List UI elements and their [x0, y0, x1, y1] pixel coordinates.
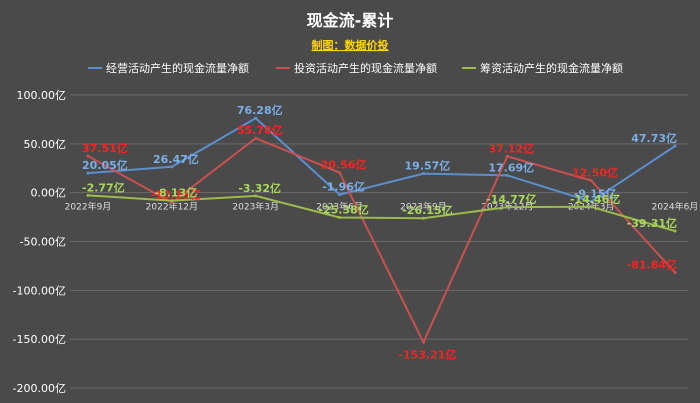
data-label: -39.31亿	[627, 216, 677, 230]
y-tick-label: 0.00亿	[31, 187, 67, 200]
data-point	[86, 171, 90, 175]
data-point	[338, 215, 342, 219]
data-label: 26.47亿	[153, 152, 199, 166]
data-point	[170, 165, 174, 169]
x-tick-label: 2023年3月	[232, 201, 279, 213]
legend: 经营活动产生的现金流量净额 投资活动产生的现金流量净额 筹资活动产生的现金流量净额	[88, 61, 623, 75]
data-label: -2.77亿	[82, 180, 125, 194]
data-point	[170, 199, 174, 203]
data-point	[673, 144, 677, 148]
data-labels: 20.05亿 26.47亿 76.28亿 -1.96亿 19.57亿 17.69亿 -9.1…	[82, 103, 677, 361]
data-label: 37.51亿	[82, 141, 128, 155]
x-tick-label: 2024年6月	[652, 201, 699, 213]
data-label: 20.05亿	[82, 158, 128, 172]
legend-entry: 经营活动产生的现金流量净额	[106, 61, 249, 75]
data-point	[254, 194, 258, 198]
data-label: -1.96亿	[322, 180, 365, 194]
data-point	[505, 154, 509, 158]
chart-title: 现金流-累计	[307, 11, 394, 30]
series-line-1	[87, 137, 676, 344]
data-label: 17.69亿	[488, 160, 534, 174]
data-label: -8.13亿	[154, 186, 197, 200]
data-point	[254, 116, 258, 120]
data-label: -9.15亿	[574, 187, 617, 201]
legend-entry: 筹资活动产生的现金流量净额	[480, 61, 623, 75]
data-point	[86, 154, 90, 158]
x-axis: 2022年9月2022年12月2023年3月2023年6月2023年9月2023…	[65, 201, 699, 213]
data-point	[673, 271, 677, 275]
data-point	[673, 229, 677, 233]
data-point	[86, 193, 90, 197]
data-label: 76.28亿	[237, 103, 283, 117]
data-point	[589, 205, 593, 209]
x-tick-label: 2022年12月	[146, 201, 198, 213]
data-label: -26.15亿	[402, 203, 452, 217]
data-label: -3.32亿	[238, 181, 281, 195]
data-label: 55.78亿	[237, 123, 283, 137]
x-tick-label: 2023年9月	[400, 201, 447, 213]
data-point	[589, 200, 593, 204]
x-tick-label: 2023年6月	[316, 201, 363, 213]
data-label: 47.73亿	[631, 131, 677, 145]
chart-subtitle: 制图：数据价投	[312, 38, 389, 52]
data-point	[505, 173, 509, 177]
data-point	[505, 205, 509, 209]
y-tick-label: -50.00亿	[20, 236, 66, 249]
data-point	[421, 172, 425, 176]
data-label: -153.21亿	[398, 347, 456, 361]
series-line-2	[87, 194, 676, 233]
data-point	[338, 193, 342, 197]
data-label: -14.46亿	[570, 192, 620, 206]
data-label: 37.12亿	[488, 141, 534, 155]
data-label: -14.77亿	[486, 192, 536, 206]
data-point	[338, 171, 342, 175]
data-label: -25.38亿	[318, 202, 368, 216]
series-group	[86, 116, 677, 344]
y-tick-label: 100.00亿	[17, 89, 67, 102]
data-label: 12.50亿	[572, 165, 618, 179]
y-tick-label: 50.00亿	[24, 138, 67, 151]
data-point	[421, 340, 425, 344]
data-point	[589, 178, 593, 182]
legend-entry: 投资活动产生的现金流量净额	[294, 61, 437, 75]
data-label: -10.13亿	[151, 188, 201, 202]
y-tick-label: -100.00亿	[13, 284, 66, 297]
grid	[70, 94, 688, 389]
data-label: 19.57亿	[405, 159, 451, 173]
y-tick-label: -150.00亿	[13, 333, 66, 346]
series-line-0	[87, 117, 676, 203]
y-axis: 100.00亿 50.00亿 0.00亿 -50.00亿 -100.00亿 -150.00…	[13, 89, 66, 395]
data-point	[421, 216, 425, 220]
data-label: 20.56亿	[321, 158, 367, 172]
data-label: -81.84亿	[627, 258, 677, 272]
y-tick-label: -200.00亿	[13, 382, 66, 395]
x-tick-label: 2022年9月	[65, 201, 112, 213]
data-point	[254, 136, 258, 140]
